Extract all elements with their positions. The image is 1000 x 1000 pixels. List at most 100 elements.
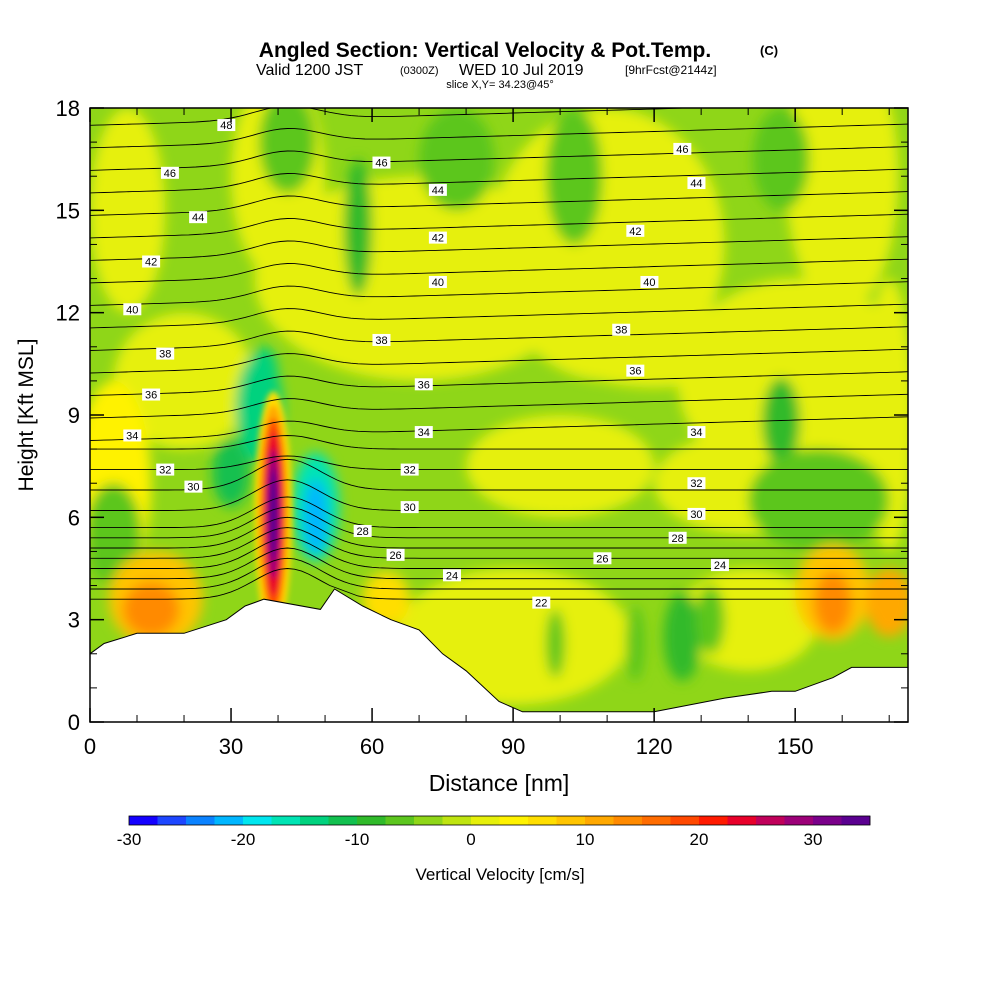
theta-contour-label: 36 — [142, 388, 161, 402]
theta-label-text: 40 — [126, 304, 138, 316]
theta-label-text: 26 — [389, 550, 401, 562]
x-tick-label: 90 — [501, 734, 525, 759]
downdraft-patch — [625, 606, 645, 682]
theta-label-bg — [123, 429, 142, 442]
colorbar-swatch — [471, 816, 500, 825]
theta-contour-33 — [90, 435, 908, 450]
plot-area: 48 46 46 46 44 44 44 42 42 42 40 40 40 38 38 38 36 36 36 34… — [90, 108, 908, 722]
theta-label-text: 42 — [432, 233, 444, 245]
colorbar-swatch — [727, 816, 757, 825]
theta-label-text: 32 — [404, 465, 416, 477]
theta-contour-label: 24 — [710, 559, 729, 572]
theta-contour-31 — [90, 458, 908, 491]
theta-contour-23 — [90, 557, 908, 590]
theta-label-bg — [217, 119, 236, 132]
theta-contour-label: 32 — [687, 477, 706, 490]
colorbar: -30 -20 -10 0 10 20 30 — [117, 815, 871, 849]
theta-contour-label: 46 — [372, 156, 391, 170]
theta-label-bg — [687, 177, 706, 190]
subtitle-valid: Valid 1200 JST — [256, 62, 364, 79]
theta-contour-47 — [90, 123, 908, 149]
colorbar-swatch — [129, 816, 158, 825]
colorbar-frame — [128, 815, 871, 826]
colorbar-swatch — [642, 816, 671, 825]
theta-label-bg — [372, 156, 391, 169]
y-tick-label: 18 — [56, 96, 80, 121]
downdraft-patch — [762, 377, 800, 467]
colorbar-tick-label: 10 — [576, 830, 595, 849]
theta-contour-label: 38 — [372, 333, 391, 347]
chart-title: Angled Section: Vertical Velocity & Pot.… — [259, 39, 711, 62]
theta-contour-label: 44 — [687, 177, 706, 190]
theta-contour-26 — [90, 527, 908, 559]
theta-label-bg — [626, 224, 645, 237]
theta-label-bg — [428, 275, 447, 288]
theta-contour-37 — [90, 348, 908, 374]
theta-contour-label: 30 — [400, 501, 419, 514]
colorbar-swatch — [243, 816, 272, 825]
theta-contour-28 — [90, 506, 908, 539]
subtitle-date: WED 10 Jul 2019 — [459, 62, 584, 79]
theta-label-bg — [414, 378, 433, 391]
theta-contour-45 — [90, 168, 908, 194]
theta-label-text: 34 — [418, 427, 430, 439]
theta-contours — [90, 108, 908, 600]
theta-label-bg — [160, 166, 179, 179]
colorbar-swatch — [442, 816, 472, 825]
downdraft-patch — [90, 483, 142, 586]
theta-contour-label: 32 — [156, 463, 175, 477]
theta-label-bg — [189, 211, 208, 224]
weak-updraft-patch — [560, 305, 749, 388]
downdraft-patch — [546, 108, 603, 245]
downdraft-tower-top — [249, 346, 279, 402]
theta-label-text: 44 — [432, 185, 444, 197]
theta-label-text: 44 — [192, 212, 204, 224]
colorbar-swatch — [813, 816, 842, 825]
downdraft-patch — [748, 449, 890, 552]
downdraft-patch — [546, 609, 565, 678]
theta-label-bg — [593, 552, 612, 565]
theta-label-text: 32 — [690, 478, 702, 490]
theta-label-text: 46 — [676, 144, 688, 156]
theta-contour-label: 36 — [626, 364, 645, 378]
colorbar-tick-label: 20 — [690, 830, 709, 849]
colorbar-swatch — [699, 816, 728, 825]
theta-label-bg — [156, 347, 175, 360]
theta-label-bg — [626, 364, 645, 377]
colorbar-label: Vertical Velocity [cm/s] — [415, 865, 584, 884]
theta-label-bg — [353, 524, 372, 537]
theta-contour-label: 30 — [687, 507, 706, 521]
theta-contour-38 — [90, 326, 908, 351]
theta-label-text: 24 — [714, 560, 726, 572]
updraft-core-ring — [270, 486, 277, 542]
downdraft-patch — [259, 108, 316, 194]
theta-label-text: 46 — [375, 158, 387, 170]
theta-contour-43 — [90, 213, 908, 239]
theta-label-bg — [532, 596, 551, 609]
title-units: (C) — [760, 43, 778, 58]
theta-contour-label: 28 — [353, 524, 372, 538]
theta-contour-22 — [90, 568, 908, 600]
theta-label-text: 38 — [615, 325, 627, 337]
x-tick-label: 120 — [636, 734, 673, 759]
downdraft-patch — [343, 159, 373, 296]
updraft-patch-west-core — [122, 582, 180, 637]
theta-label-bg — [142, 388, 161, 401]
theta-contour-label: 34 — [687, 426, 706, 439]
x-axis-label: Distance [nm] — [429, 770, 570, 796]
colorbar-swatch — [784, 816, 814, 825]
y-tick-label: 9 — [68, 403, 80, 428]
theta-label-text: 30 — [187, 482, 199, 494]
colorbar-swatch — [300, 816, 329, 825]
theta-label-bg — [386, 548, 405, 561]
theta-label-text: 36 — [629, 366, 641, 378]
theta-label-text: 36 — [418, 379, 430, 391]
downdraft-east-core — [303, 479, 328, 555]
theta-contour-label: 42 — [142, 255, 161, 269]
theta-label-text: 48 — [220, 120, 232, 132]
theta-contour-label: 48 — [217, 119, 236, 132]
theta-label-bg — [123, 303, 142, 316]
theta-contour-label: 44 — [428, 183, 447, 197]
theta-label-text: 24 — [446, 570, 458, 582]
y-tick-label: 12 — [56, 301, 80, 326]
